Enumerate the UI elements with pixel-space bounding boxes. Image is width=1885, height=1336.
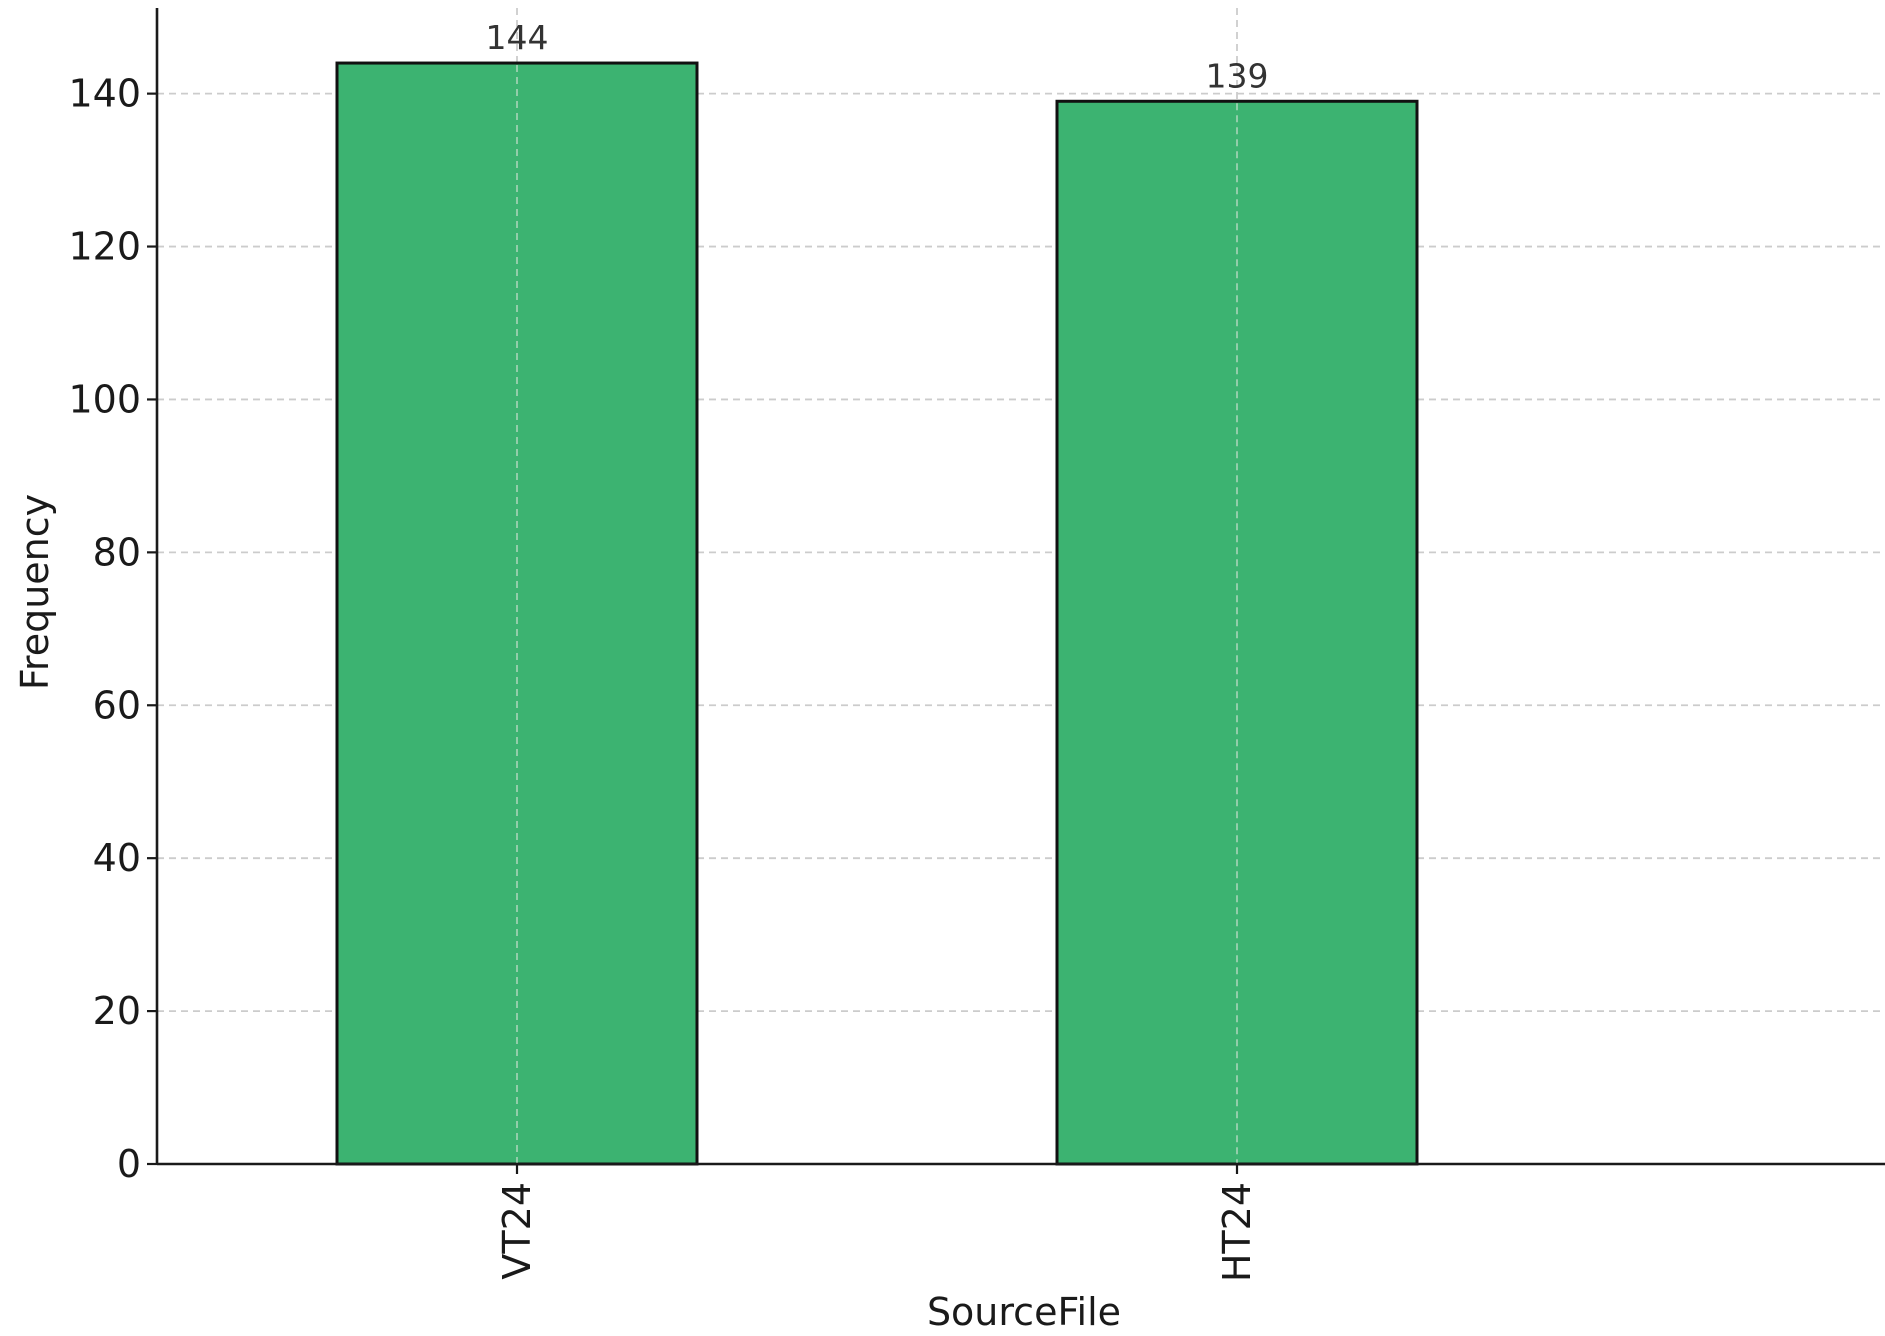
bar-ht24 (1055, 99, 1419, 1166)
y-tick-label: 0 (117, 1142, 141, 1186)
labels: 0 20 40 60 80 100 120 140 VT24 144 HT24 139 (68, 18, 1268, 1282)
data-label: 144 (486, 18, 549, 57)
y-tick-label: 20 (93, 989, 141, 1033)
y-axis-title: Frequency (13, 494, 57, 690)
bars (335, 61, 1419, 1166)
y-tick-label: 140 (68, 72, 141, 116)
axes (147, 8, 1885, 1174)
bar-vt24 (335, 61, 699, 1166)
y-tick-label: 60 (93, 683, 141, 727)
data-label: 139 (1206, 56, 1269, 95)
y-tick-label: 100 (68, 377, 141, 421)
y-tick-label: 120 (68, 225, 141, 269)
y-tick-label: 80 (93, 530, 141, 574)
x-tick-label: HT24 (1215, 1182, 1259, 1282)
x-axis-title: SourceFile (927, 1290, 1121, 1334)
y-tick-label: 40 (93, 836, 141, 880)
x-tick-label: VT24 (495, 1182, 539, 1280)
